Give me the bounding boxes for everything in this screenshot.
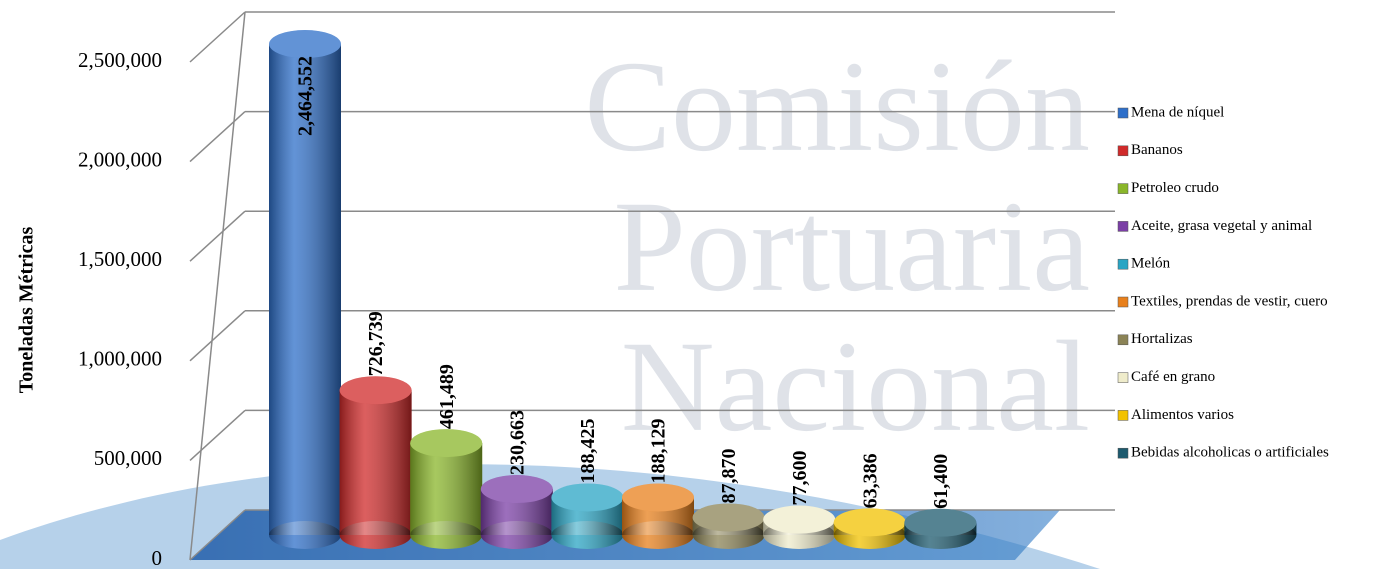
legend-label: Hortalizas [1131,331,1193,347]
bar-top-hi [763,505,836,534]
bar-base-shade [269,521,341,549]
y-axis-label: Toneladas Métricas [16,227,38,394]
value-label: 230,663 [506,410,528,475]
grid-side [189,111,246,163]
bar-shade [339,390,412,535]
watermark: Portuaria [613,175,1090,319]
y-tick-label: 1,000,000 [78,347,162,371]
legend-label: Café en grano [1131,369,1215,385]
legend-swatch [1117,410,1129,421]
legend-label: Textiles, prendas de vestir, cuero [1131,293,1328,309]
bar-top [692,503,765,532]
bar-base-shade [551,521,624,549]
value-label: 726,739 [365,311,387,376]
bar-top-hi [339,376,412,405]
legend-label: Alimentos varios [1131,407,1234,423]
legend-swatch [1117,296,1129,308]
bar-top [480,475,553,504]
legend-label: Bananos [1131,142,1183,158]
legend-swatch [1117,372,1129,383]
legend-swatch [1117,183,1129,194]
bar-top [763,505,836,534]
bar-top [622,483,694,512]
legend-label: Mena de níquel [1131,104,1224,120]
grid-side [189,310,246,362]
bar-base-shade [410,521,483,549]
bar-top-hi [551,483,624,512]
bar-top [551,483,624,512]
legend-swatch [1117,145,1129,157]
legend-swatch [1117,221,1129,232]
bar-top-hi [904,508,977,537]
axis [189,11,246,561]
grid-side [189,11,246,63]
value-label: 87,870 [718,448,740,503]
legend-label: Bebidas alcoholicas o artificiales [1131,445,1329,461]
value-label: 461,489 [436,364,458,429]
grid-side [189,210,246,262]
legend-swatch [1117,107,1129,119]
bar-top-hi [833,508,906,537]
bar-top-hi [269,30,341,59]
bar-base-shade [622,521,694,549]
watermark: Nacional [621,315,1090,459]
bar-shade [410,443,483,535]
value-label: 188,425 [577,418,599,483]
watermark: Comisión [584,35,1090,179]
bar-top-hi [692,503,765,532]
grid-side [189,409,246,461]
bar-top [904,508,977,537]
value-label: 2,464,552 [295,56,317,136]
value-label: 77,600 [789,451,811,506]
value-label: 188,129 [648,419,670,484]
bar-top [410,429,483,458]
y-tick-label: 2,500,000 [78,48,162,72]
legend-label: Aceite, grasa vegetal y animal [1131,218,1312,234]
bar-shade [269,44,341,535]
legend-label: Petroleo crudo [1131,180,1219,196]
grid-side [189,509,246,561]
bar-top [833,508,906,537]
bar-base-shade [339,521,412,549]
legend-swatch [1117,447,1129,459]
value-label: 63,386 [859,453,881,508]
bar-top [339,376,412,405]
legend-swatch [1117,334,1129,346]
y-tick-label: 1,500,000 [78,247,162,271]
bar-top-hi [480,475,553,504]
value-label: 61,400 [930,454,952,509]
y-tick-label: 0 [152,546,163,569]
legend-label: Melón [1131,256,1171,272]
bar-base-shade [480,521,553,549]
bar-top [269,30,341,59]
y-tick-label: 2,000,000 [78,147,162,171]
legend-swatch [1117,258,1129,270]
y-tick-label: 500,000 [94,446,162,470]
bar-top-hi [410,429,483,458]
bar-top-hi [622,483,694,512]
